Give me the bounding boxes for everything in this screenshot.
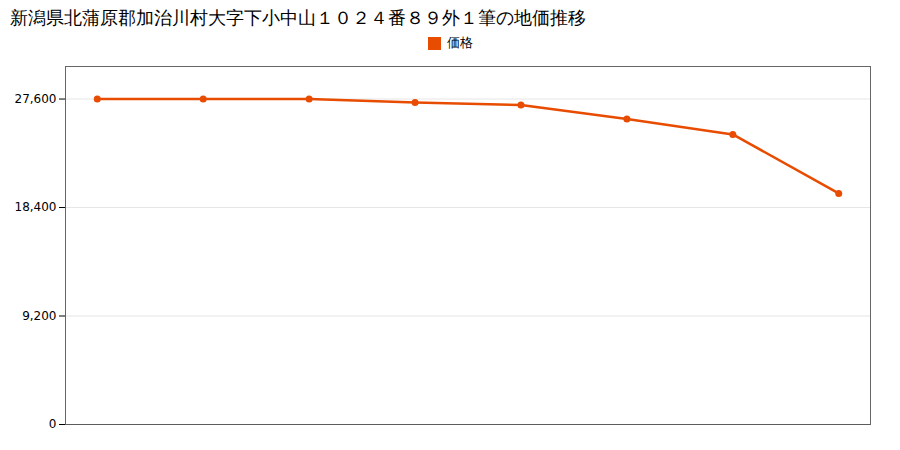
svg-text:9,200: 9,200 [22, 309, 56, 323]
html-text:新潟県北蒲原郡加治川村大字下小中山１０２４番８９外１筆の地価: 新潟県北蒲原郡加治川村大字下小中山１０２４番８９外１筆の地価推移 [10, 7, 586, 28]
svg-text:0: 0 [49, 417, 57, 431]
html-text:価格: 価格 [446, 35, 473, 50]
svg-text:27,600: 27,600 [15, 92, 57, 106]
svg-text:18,400: 18,400 [15, 200, 57, 214]
